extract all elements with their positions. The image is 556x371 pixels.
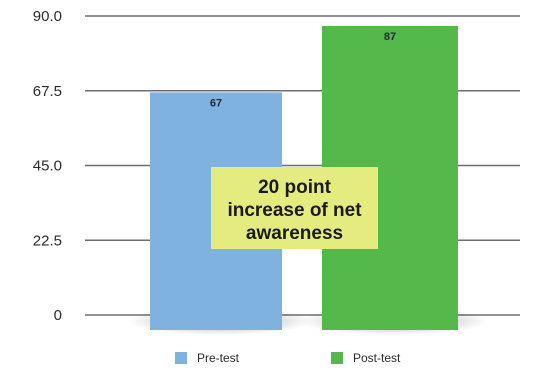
annotation-callout: 20 point increase of net awareness <box>211 167 378 249</box>
annotation-box <box>211 167 378 249</box>
annotation-line-3: awareness <box>246 223 343 244</box>
legend-swatch-pre-test <box>175 352 187 364</box>
y-tick-label-3: 67.5 <box>33 83 62 100</box>
legend: Pre-test Post-test <box>175 351 401 365</box>
legend-label-post-test: Post-test <box>353 351 401 365</box>
legend-swatch-post-test <box>331 352 343 364</box>
y-tick-label-2: 45.0 <box>33 158 62 175</box>
y-axis-ticks: 0 22.5 45.0 67.5 90.0 <box>33 8 62 324</box>
y-tick-label-4: 90.0 <box>33 8 62 25</box>
y-tick-label-0: 0 <box>54 307 62 324</box>
data-labels: 67 87 <box>210 31 396 109</box>
data-label-pre-test: 67 <box>210 97 222 109</box>
annotation-line-2: increase of net <box>227 200 362 221</box>
y-tick-label-1: 22.5 <box>33 232 62 249</box>
annotation-line-1: 20 point <box>258 177 332 198</box>
legend-label-pre-test: Pre-test <box>197 351 240 365</box>
data-label-post-test: 87 <box>384 31 396 43</box>
